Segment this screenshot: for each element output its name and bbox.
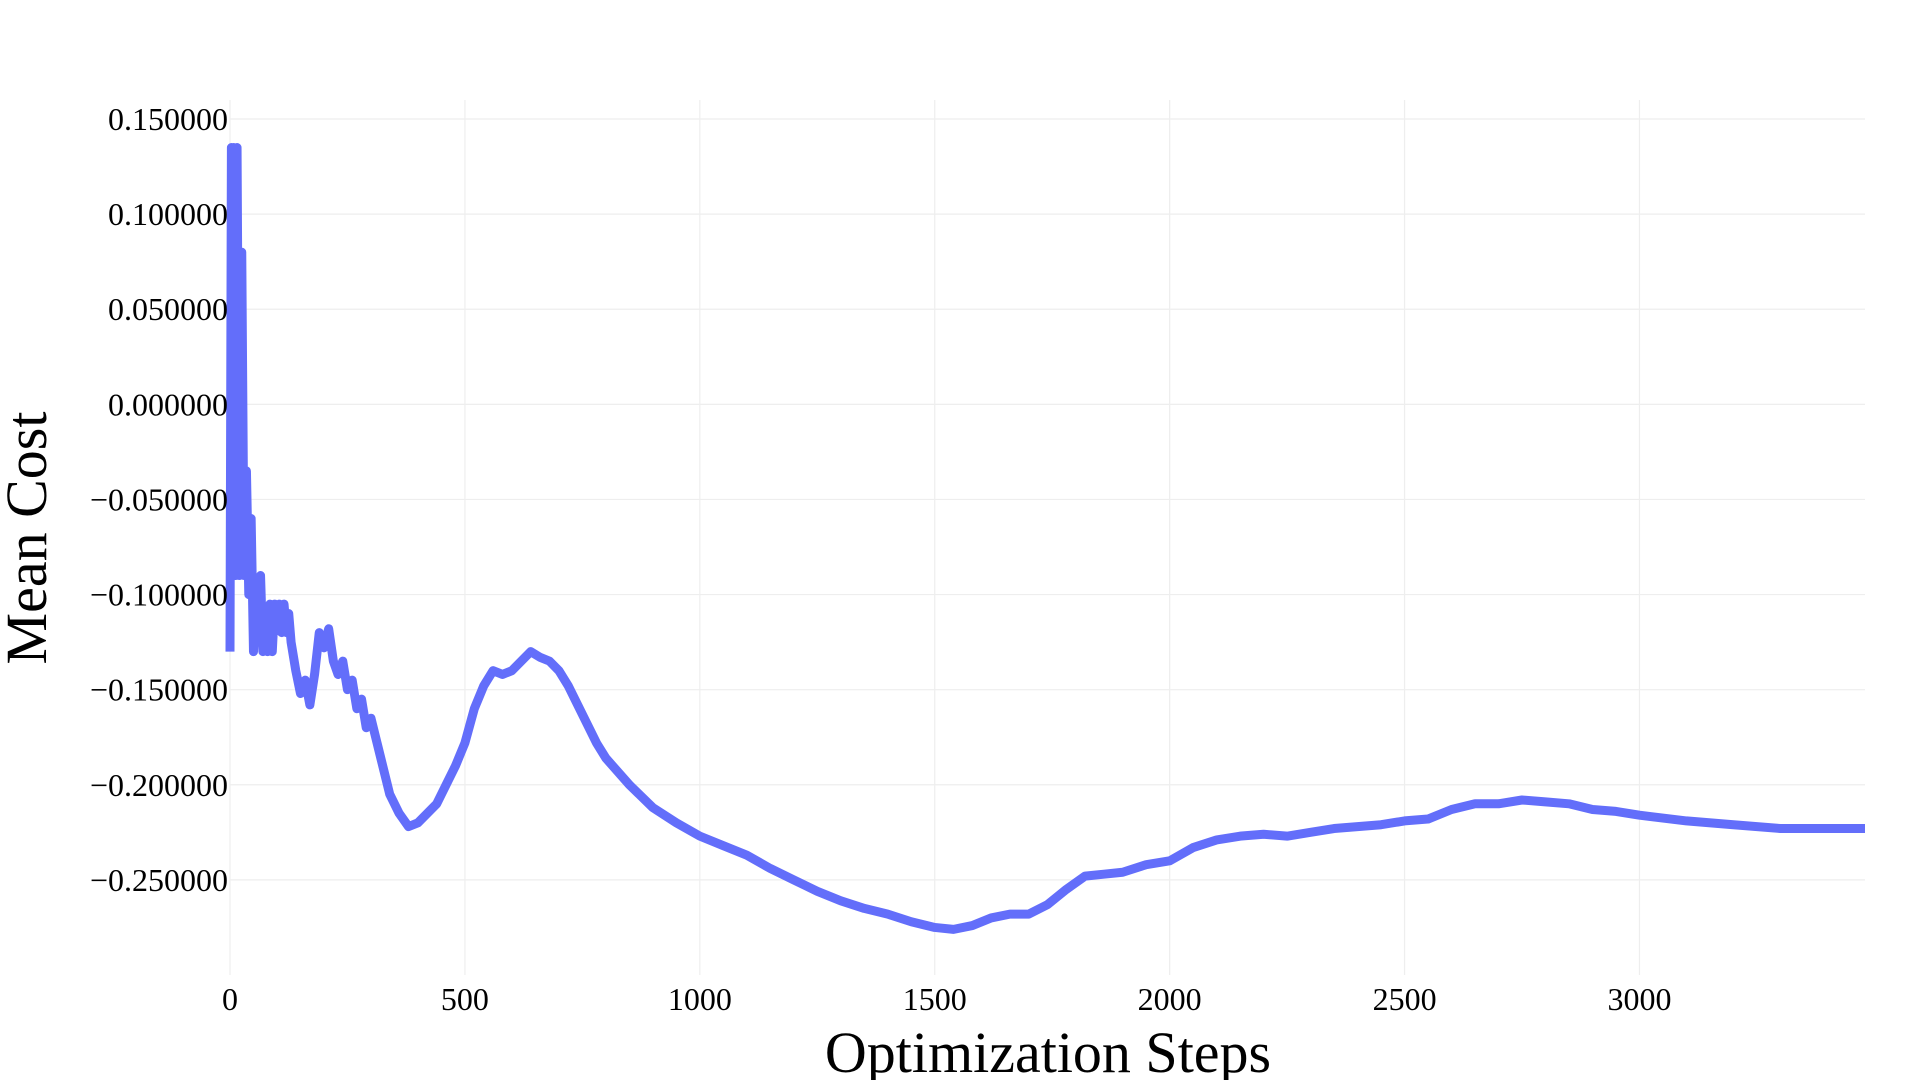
- y-tick-label: −0.050000: [90, 481, 228, 517]
- y-tick-label: 0.100000: [108, 196, 228, 232]
- x-tick-label: 500: [441, 981, 489, 1017]
- x-tick-labels: 0 500 1000 1500 2000 2500 3000: [222, 981, 1671, 1017]
- x-tick-label: 2000: [1138, 981, 1202, 1017]
- x-tick-label: 1000: [668, 981, 732, 1017]
- y-tick-label: −0.250000: [90, 862, 228, 898]
- x-gridlines: [229, 100, 1641, 975]
- x-tick-label: 2500: [1373, 981, 1437, 1017]
- y-tick-label: 0.150000: [108, 101, 228, 137]
- y-tick-label: −0.200000: [90, 767, 228, 803]
- y-tick-label: 0.000000: [108, 386, 228, 422]
- y-tick-label: 0.050000: [108, 291, 228, 327]
- series-layer: [225, 143, 1865, 934]
- series-line: [225, 143, 1865, 934]
- y-tick-label: −0.150000: [90, 672, 228, 708]
- y-tick-label: −0.100000: [90, 577, 228, 613]
- y-tick-labels: 0.150000 0.100000 0.050000 0.000000 −0.05000…: [90, 101, 228, 898]
- y-axis-title: Mean Cost: [0, 412, 59, 665]
- x-axis-title: Optimization Steps: [825, 1020, 1271, 1080]
- x-tick-label: 1500: [903, 981, 967, 1017]
- x-tick-label: 3000: [1607, 981, 1671, 1017]
- y-gridlines: [230, 118, 1865, 881]
- x-tick-label: 0: [222, 981, 238, 1017]
